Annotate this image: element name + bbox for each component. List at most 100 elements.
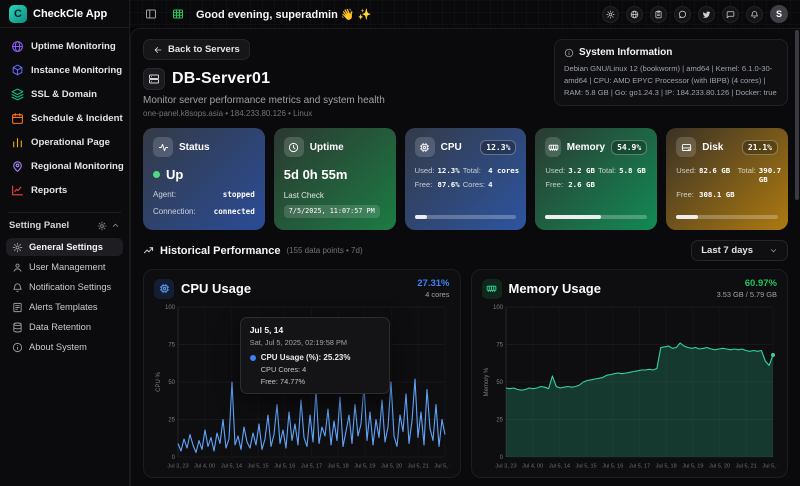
sidebar: C CheckCle App Uptime Monitoring Instance… xyxy=(0,0,130,486)
memory-usage-chart[interactable]: Jul 3, 23 Jul 4, 00 Jul 5, 14 Jul 5, 15 Jul … xyxy=(482,302,778,471)
language-button[interactable] xyxy=(626,5,643,23)
scrollbar-thumb[interactable] xyxy=(795,30,799,200)
memory-used-value: 3.2 GB xyxy=(568,166,595,175)
message-icon xyxy=(726,10,735,19)
sidebar-item-ssl-domain[interactable]: SSL & Domain xyxy=(6,84,123,105)
svg-text:Jul 5, 17: Jul 5, 17 xyxy=(628,464,649,470)
svg-text:Jul 5, 21: Jul 5, 21 xyxy=(408,464,429,470)
cpu-total-label: Total: xyxy=(462,166,481,175)
sidebar-divider xyxy=(8,212,121,213)
sidebar-item-instance-monitoring[interactable]: Instance Monitoring xyxy=(6,60,123,81)
svg-text:100: 100 xyxy=(165,305,176,311)
app-logo[interactable]: C CheckCle App xyxy=(0,0,129,28)
settings-panel-header[interactable]: Setting Panel xyxy=(0,213,129,235)
tooltip-usage: CPU Usage (%): 25.23% xyxy=(260,353,351,363)
app-title: CheckCle App xyxy=(33,7,108,20)
notifications-button[interactable] xyxy=(746,5,763,23)
memory-total-label: Total: xyxy=(597,166,617,175)
bar-chart-icon xyxy=(11,136,24,149)
chart-tooltip: Jul 5, 14 Sat, Jul 5, 2025, 02:19:58 PM … xyxy=(239,317,390,395)
sidebar-item-operational-page[interactable]: Operational Page xyxy=(6,132,123,153)
disk-used-label: Used: xyxy=(676,166,697,175)
sidebar-item-label: Operational Page xyxy=(31,137,110,148)
cpu-current-sub: 4 cores xyxy=(425,290,450,299)
settings-panel-label: Setting Panel xyxy=(9,220,70,231)
sidebar-item-reports[interactable]: Reports xyxy=(6,180,123,201)
time-range-value: Last 7 days xyxy=(701,245,753,256)
sidebar-item-uptime-monitoring[interactable]: Uptime Monitoring xyxy=(6,36,123,57)
gear-icon[interactable] xyxy=(97,221,107,231)
twitter-button[interactable] xyxy=(698,5,715,23)
disk-badge: 21.1% xyxy=(741,139,778,155)
svg-text:0: 0 xyxy=(172,455,176,461)
time-range-select[interactable]: Last 7 days xyxy=(691,240,788,261)
table-view-icon[interactable] xyxy=(169,5,187,23)
charts-row: CPU Usage 27.31% 4 cores Jul 5, 14 Sat, … xyxy=(143,269,788,478)
status-card: Status Up Agent: stopped Connection: conne… xyxy=(143,128,265,230)
docs-button[interactable] xyxy=(650,5,667,23)
svg-text:Jul 5, 23: Jul 5, 23 xyxy=(434,464,450,470)
tooltip-title: Jul 5, 14 xyxy=(249,325,284,336)
bell-icon xyxy=(12,282,23,293)
settings-item-general-settings[interactable]: General Settings xyxy=(6,238,123,256)
svg-text:Jul 5, 20: Jul 5, 20 xyxy=(381,464,402,470)
settings-item-label: User Management xyxy=(29,262,106,272)
info-icon xyxy=(12,342,23,353)
sidebar-item-label: Instance Monitoring xyxy=(31,65,123,76)
uptime-value: 5d 0h 55m xyxy=(283,167,348,182)
settings-item-notification-settings[interactable]: Notification Settings xyxy=(6,278,123,296)
tooltip-free: Free: 74.77% xyxy=(260,377,306,387)
memory-usage-chart-card: Memory Usage 60.97% 3.53 GB / 5.79 GB Ju… xyxy=(470,269,788,478)
last-check-time: 7/5/2025, 11:07:57 PM xyxy=(283,204,380,218)
disk-card: Disk 21.1% Used: 82.6 GB Total: 390.7 GB F… xyxy=(666,128,788,230)
back-to-servers-label: Back to Servers xyxy=(168,44,240,55)
settings-item-alerts-templates[interactable]: Alerts Templates xyxy=(6,298,123,316)
svg-text:0: 0 xyxy=(499,455,503,461)
svg-text:CPU %: CPU % xyxy=(156,372,162,392)
settings-item-label: Notification Settings xyxy=(29,282,112,292)
memory-progress-bar xyxy=(545,215,648,219)
content-area: Back to Servers DB-Server01 Monitor serv… xyxy=(130,28,800,486)
calendar-icon xyxy=(11,112,24,125)
cpu-used-label: Used: xyxy=(414,166,435,175)
sidebar-item-label: Reports xyxy=(31,185,68,196)
memory-progress-fill xyxy=(545,215,602,219)
github-button[interactable] xyxy=(674,5,691,23)
settings-item-about-system[interactable]: About System xyxy=(6,338,123,356)
sidebar-item-regional-monitoring[interactable]: Regional Monitoring xyxy=(6,156,124,177)
arrow-left-icon xyxy=(153,45,163,55)
server-meta: one-panel.k8sops.asia • 184.233.80.126 •… xyxy=(143,109,313,118)
feedback-button[interactable] xyxy=(722,5,739,23)
cpu-usage-chart-card: CPU Usage 27.31% 4 cores Jul 5, 14 Sat, … xyxy=(143,269,461,478)
cpu-usage-chart[interactable]: Jul 5, 14 Sat, Jul 5, 2025, 02:19:58 PM … xyxy=(154,302,450,471)
clipboard-icon xyxy=(654,10,663,19)
globe-icon xyxy=(11,40,24,53)
svg-text:Jul 5, 20: Jul 5, 20 xyxy=(709,464,730,470)
cpu-cores-label: Cores: xyxy=(462,180,486,189)
theme-button[interactable] xyxy=(602,5,619,23)
svg-text:Jul 5, 16: Jul 5, 16 xyxy=(274,464,295,470)
settings-item-data-retention[interactable]: Data Retention xyxy=(6,318,123,336)
back-to-servers-button[interactable]: Back to Servers xyxy=(143,39,250,60)
memory-used-label: Used: xyxy=(545,166,566,175)
avatar[interactable]: S xyxy=(770,5,788,23)
activity-icon xyxy=(153,137,173,157)
map-pin-icon xyxy=(11,160,24,173)
memory-free-value: 2.6 GB xyxy=(568,180,595,189)
svg-text:75: 75 xyxy=(168,343,175,349)
system-information-details: Debian GNU/Linux 12 (bookworm) | amd64 |… xyxy=(564,64,777,97)
template-icon xyxy=(12,302,23,313)
settings-item-user-management[interactable]: User Management xyxy=(6,258,123,276)
sidebar-item-schedule-incident[interactable]: Schedule & Incident xyxy=(6,108,123,129)
sidebar-item-label: Schedule & Incident xyxy=(31,113,123,124)
sidebar-toggle-icon[interactable] xyxy=(142,5,160,23)
disk-total-label: Total: xyxy=(737,166,756,175)
topbar: Good evening, superadmin 👋 ✨ S xyxy=(130,0,800,28)
cpu-progress-fill xyxy=(414,215,428,219)
sidebar-item-label: SSL & Domain xyxy=(31,89,97,100)
twitter-icon xyxy=(702,10,711,19)
chevron-up-icon[interactable] xyxy=(111,221,120,230)
svg-text:Jul 3, 23: Jul 3, 23 xyxy=(167,464,188,470)
memory-total-value: 5.8 GB xyxy=(619,166,646,175)
